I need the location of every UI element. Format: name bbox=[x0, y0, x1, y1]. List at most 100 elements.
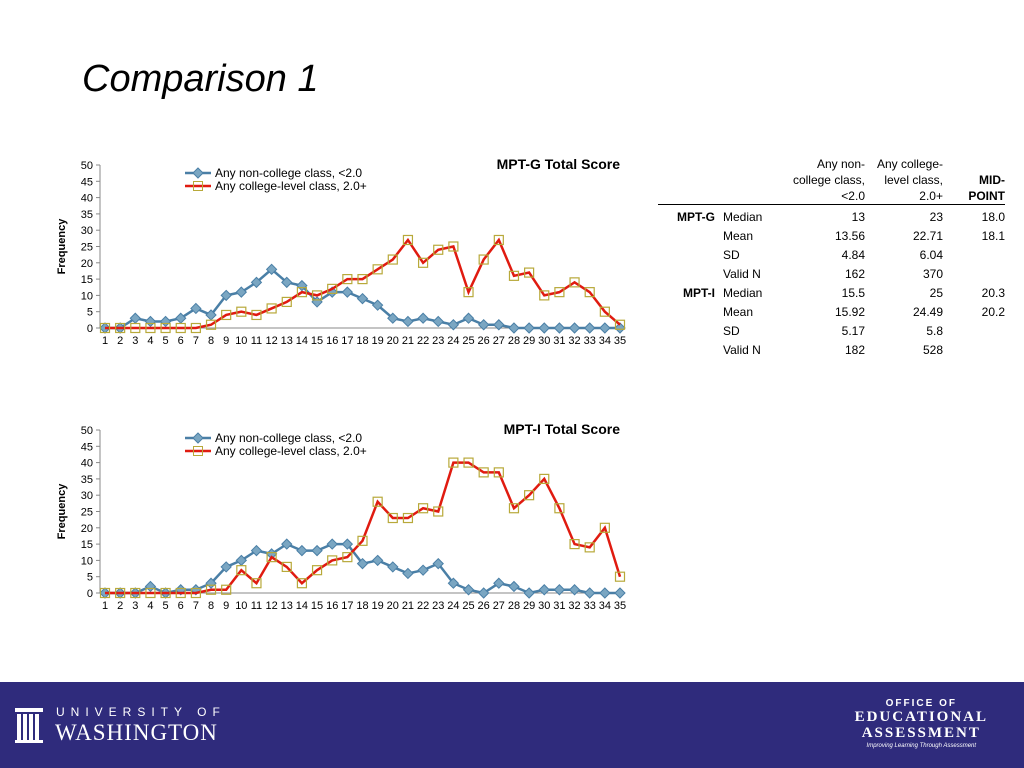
data-point-square bbox=[524, 267, 535, 278]
data-point-diamond bbox=[144, 315, 157, 328]
x-tick-label: 7 bbox=[193, 600, 199, 612]
x-tick-label: 11 bbox=[251, 600, 262, 612]
data-point-diamond bbox=[599, 587, 611, 599]
data-point-square bbox=[478, 254, 489, 265]
table-row: Valid N 182 528 bbox=[723, 343, 943, 357]
table-row: MPT-I Median 15.5 25 20.3 bbox=[683, 286, 1005, 300]
x-tick-label: 17 bbox=[341, 335, 353, 347]
data-point-square bbox=[448, 457, 459, 468]
oea-line2: ASSESSMENT bbox=[861, 725, 981, 741]
x-tick-label: 30 bbox=[538, 600, 550, 612]
data-point-diamond bbox=[296, 544, 308, 557]
x-tick-label: 20 bbox=[387, 335, 399, 347]
oea-line1: EDUCATIONAL bbox=[854, 709, 988, 725]
data-point-square bbox=[524, 490, 535, 501]
data-point-square bbox=[266, 552, 277, 563]
x-tick-label: 28 bbox=[508, 335, 520, 347]
data-point-square bbox=[145, 322, 156, 334]
x-tick-label: 21 bbox=[402, 335, 414, 347]
data-point-square bbox=[190, 587, 201, 599]
header-midpoint: MID- POINT bbox=[943, 156, 1005, 205]
data-point-diamond bbox=[432, 557, 444, 570]
x-tick-label: 15 bbox=[311, 600, 323, 612]
x-tick-label: 23 bbox=[432, 335, 444, 347]
x-tick-label: 11 bbox=[251, 335, 262, 347]
y-tick-label: 20 bbox=[81, 258, 93, 270]
data-point-diamond bbox=[477, 319, 490, 331]
data-point-square bbox=[266, 303, 277, 314]
data-point-square bbox=[205, 319, 217, 330]
data-point-square bbox=[539, 473, 550, 485]
data-point-square bbox=[221, 584, 232, 595]
x-tick-label: 26 bbox=[478, 335, 490, 347]
data-point-square bbox=[311, 290, 323, 301]
x-tick-label: 8 bbox=[208, 600, 214, 612]
uw-name-text: WASHINGTON bbox=[55, 720, 218, 745]
x-tick-label: 22 bbox=[417, 335, 429, 347]
data-point-square bbox=[190, 322, 201, 334]
header-college-level: Any college- level class, 2.0+ bbox=[865, 156, 943, 205]
data-point-diamond bbox=[432, 315, 444, 328]
x-tick-label: 25 bbox=[462, 335, 474, 347]
data-point-diamond bbox=[493, 319, 505, 331]
x-tick-label: 32 bbox=[568, 335, 580, 347]
data-point-square bbox=[205, 584, 217, 595]
data-point-square bbox=[387, 512, 398, 524]
data-point-diamond bbox=[371, 299, 384, 311]
data-point-diamond bbox=[250, 276, 263, 289]
data-point-diamond bbox=[235, 286, 248, 298]
x-tick-label: 28 bbox=[508, 600, 520, 612]
mpt-g-chart: 0 5 10 15 20 25 30 35 40 45 50 1 2 3 4 5 6 7 8 9 10 11 12 13 14 1… bbox=[40, 150, 640, 360]
data-point-square bbox=[221, 309, 232, 321]
x-tick-label: 29 bbox=[523, 600, 535, 612]
data-point-square bbox=[614, 571, 626, 582]
data-point-square bbox=[357, 273, 368, 285]
y-tick-label: 50 bbox=[81, 425, 93, 437]
y-tick-label: 5 bbox=[87, 572, 93, 584]
y-tick-label: 50 bbox=[81, 160, 93, 172]
data-point-diamond bbox=[553, 584, 566, 596]
x-tick-label: 10 bbox=[235, 600, 247, 612]
x-tick-label: 9 bbox=[223, 335, 229, 347]
x-tick-label: 34 bbox=[599, 335, 611, 347]
y-tick-label: 10 bbox=[81, 555, 93, 567]
data-point-square bbox=[433, 506, 444, 517]
legend-label: Any college-level class, 2.0+ bbox=[215, 444, 367, 458]
data-point-diamond bbox=[477, 587, 490, 599]
data-point-square bbox=[311, 565, 323, 576]
data-point-square bbox=[372, 496, 383, 507]
legend-marker-diamond bbox=[192, 167, 204, 179]
data-point-square bbox=[175, 322, 186, 334]
data-point-diamond bbox=[583, 322, 596, 334]
data-point-square bbox=[296, 578, 308, 589]
data-point-square bbox=[99, 587, 111, 599]
data-point-square bbox=[281, 296, 292, 308]
data-point-diamond bbox=[568, 584, 581, 596]
data-point-square bbox=[387, 254, 398, 265]
x-tick-label: 12 bbox=[265, 600, 277, 612]
x-tick-label: 21 bbox=[402, 600, 414, 612]
x-tick-label: 22 bbox=[417, 600, 429, 612]
chart-title: MPT-I Total Score bbox=[504, 421, 621, 437]
data-point-square bbox=[417, 503, 429, 514]
data-point-square bbox=[554, 503, 565, 514]
x-tick-label: 18 bbox=[356, 600, 368, 612]
x-tick-label: 29 bbox=[523, 335, 535, 347]
y-tick-label: 30 bbox=[81, 225, 93, 237]
data-point-square bbox=[236, 306, 247, 317]
x-tick-label: 16 bbox=[326, 335, 338, 347]
x-tick-label: 33 bbox=[584, 600, 596, 612]
oea-top-text: OFFICE OF bbox=[885, 698, 957, 709]
x-tick-label: 31 bbox=[553, 600, 565, 612]
data-point-diamond bbox=[553, 322, 566, 334]
x-tick-label: 30 bbox=[538, 335, 550, 347]
y-tick-label: 30 bbox=[81, 490, 93, 502]
chart-title: MPT-G Total Score bbox=[497, 156, 621, 172]
y-tick-label: 40 bbox=[81, 193, 93, 205]
x-tick-label: 23 bbox=[432, 600, 444, 612]
data-point-diamond bbox=[583, 587, 596, 599]
x-tick-label: 6 bbox=[178, 600, 184, 612]
x-tick-label: 3 bbox=[132, 600, 138, 612]
data-point-diamond bbox=[356, 557, 369, 570]
